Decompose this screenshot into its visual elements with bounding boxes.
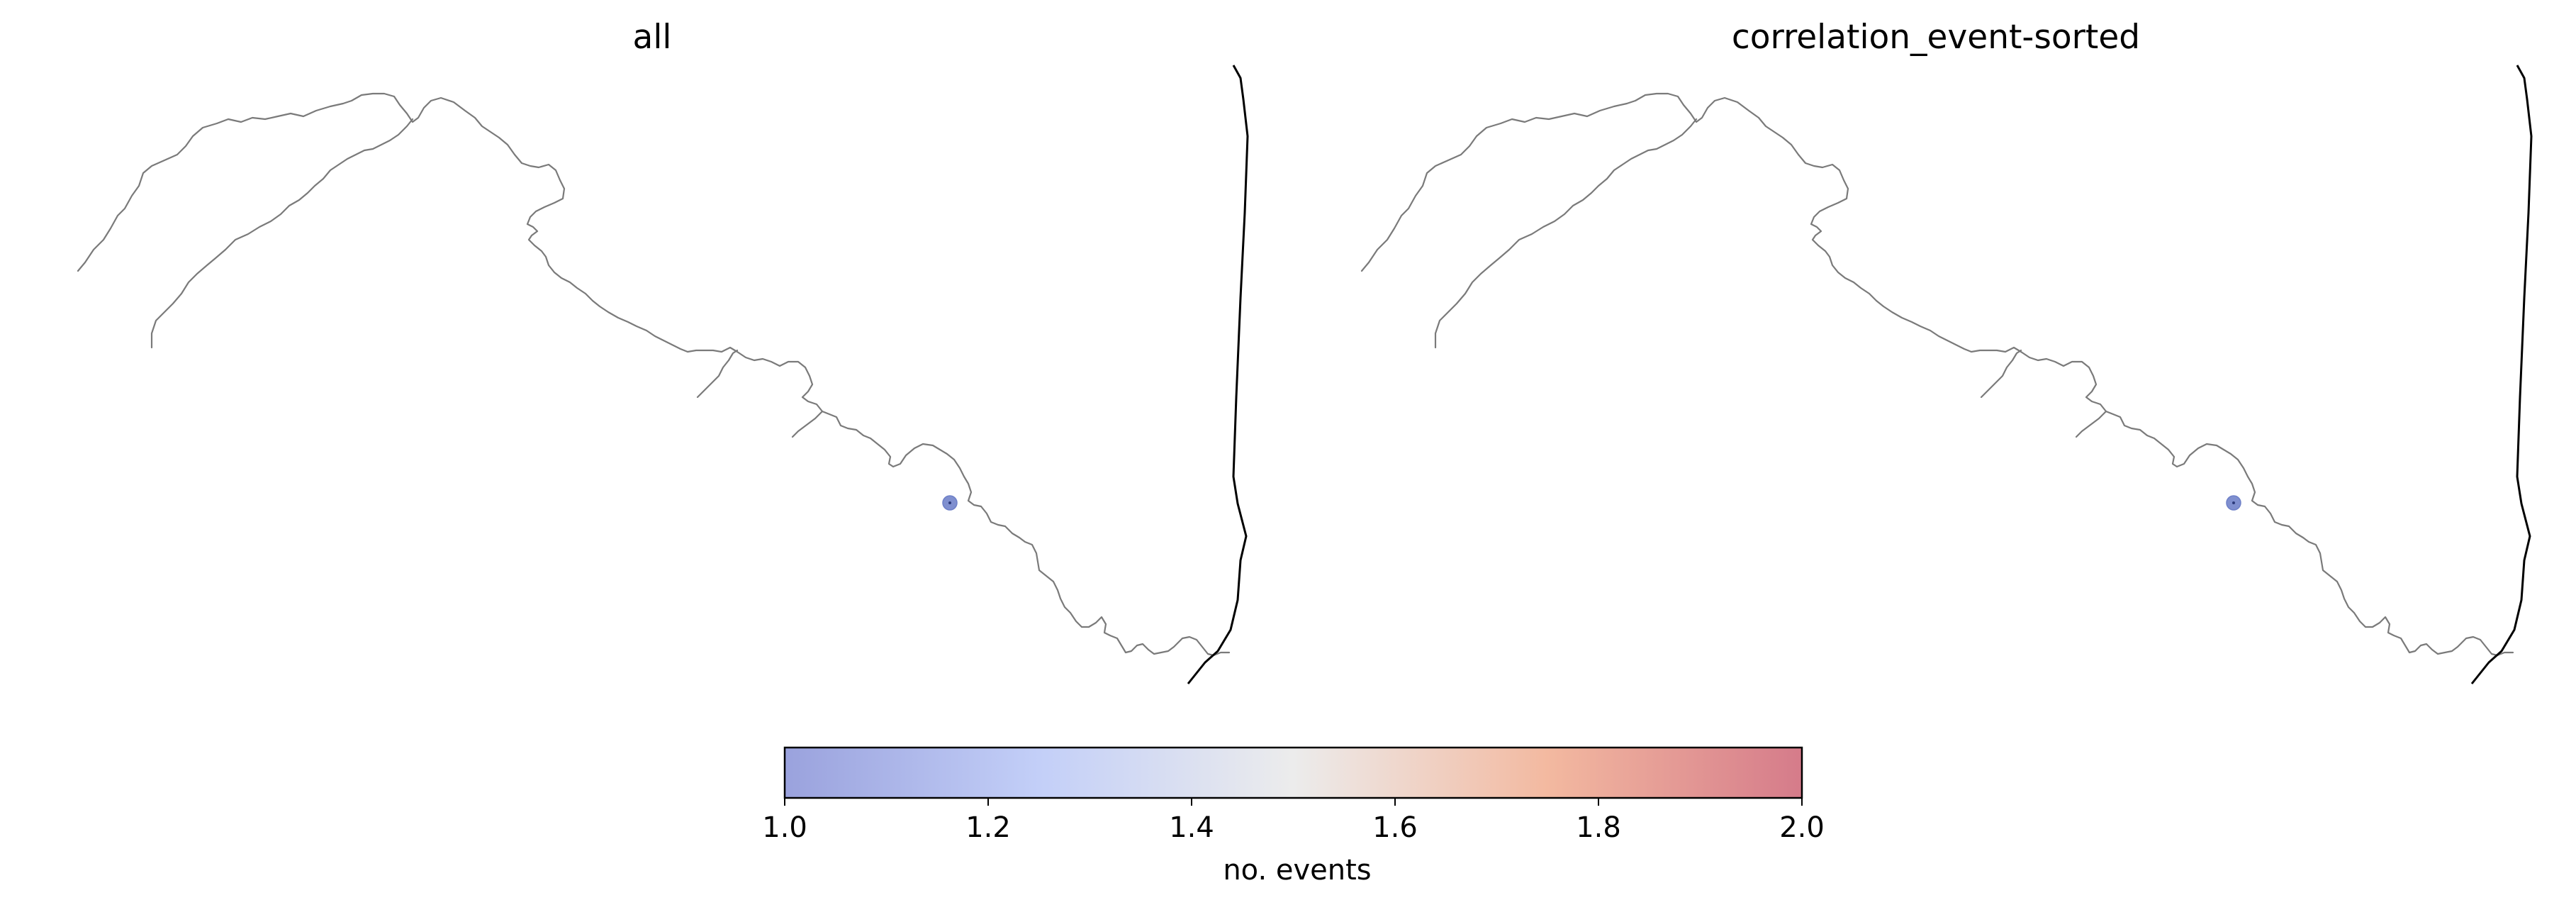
colorbar-tick-label: 1.8 xyxy=(1576,811,1621,844)
colorbar-tick-label: 1.6 xyxy=(1372,811,1418,844)
panel-title-all: all xyxy=(632,18,672,57)
colorbar-gradient xyxy=(783,746,1803,799)
colorbar-tick-label: 2.0 xyxy=(1779,811,1825,844)
colorbar-label: no. events xyxy=(1223,854,1372,887)
colorbar-ticks xyxy=(784,798,1803,806)
panel-title-correlation: correlation_event-sorted xyxy=(1731,18,2141,57)
colorbar-tick-label: 1.4 xyxy=(1169,811,1214,844)
map-panel-correlation xyxy=(1360,64,2533,685)
colorbar-tick-label: 1.2 xyxy=(965,811,1011,844)
colorbar-tick-label: 1.0 xyxy=(762,811,807,844)
map-panel-all xyxy=(77,64,1249,685)
colorbar xyxy=(783,746,1803,806)
